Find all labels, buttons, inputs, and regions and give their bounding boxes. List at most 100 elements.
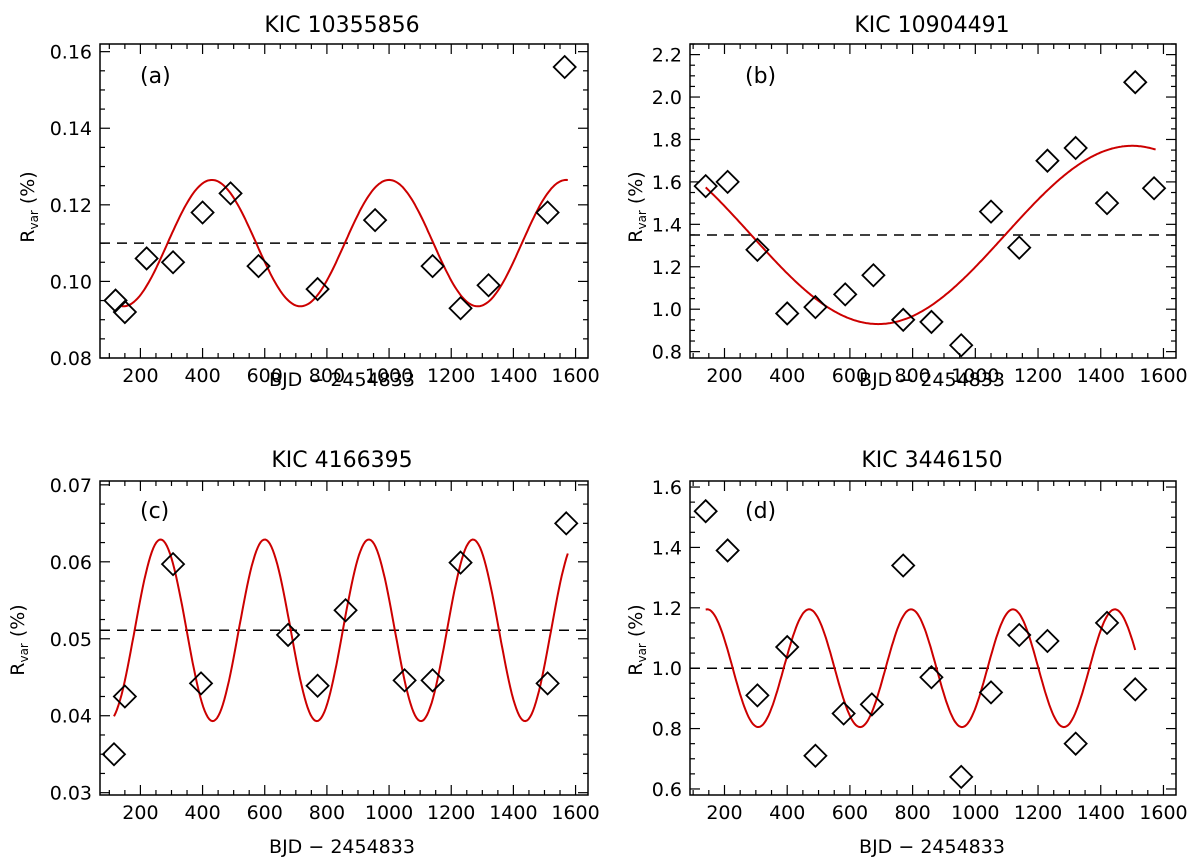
data-point (978, 680, 1004, 705)
data-point (218, 181, 243, 206)
x-tick-label: 400 (184, 365, 220, 387)
y-axis-label: Rvar(%) (625, 604, 649, 675)
data-point (392, 668, 417, 693)
data-point (246, 253, 271, 279)
x-tick-label: 800 (894, 365, 930, 387)
y-axis-label: Rvar(%) (625, 171, 649, 242)
y-tick-label: 1.6 (652, 172, 682, 194)
plot-frame (689, 480, 1177, 796)
data-point (715, 169, 740, 195)
data-point (1094, 610, 1120, 636)
data-point (890, 307, 916, 333)
data-point (103, 288, 128, 313)
data-point (919, 309, 944, 335)
y-tick-label: 0.07 (50, 475, 92, 497)
x-tick-label: 1400 (489, 802, 537, 824)
data-point (803, 743, 828, 769)
x-tick-label: 1000 (365, 802, 413, 824)
panel-label: (d) (745, 499, 776, 524)
data-point (190, 200, 215, 225)
data-point (890, 553, 916, 578)
panel-d: KIC 3446150 (d) BJD − 2454833 Rvar(%) 20… (625, 448, 1188, 858)
data-point (448, 550, 473, 575)
data-point (112, 299, 138, 325)
x-tick-label: 1600 (551, 365, 599, 387)
data-point (188, 671, 214, 696)
data-point (1122, 677, 1148, 702)
data-point (948, 332, 974, 358)
data-point (1063, 135, 1088, 161)
x-tick-label: 1200 (427, 365, 475, 387)
data-point (693, 498, 718, 524)
panel-c: KIC 4166395 (c) BJD − 2454833 Rvar(%) 20… (7, 448, 600, 858)
x-axis-label: BJD − 2454833 (269, 836, 415, 858)
x-tick-label: 1600 (1139, 802, 1187, 824)
data-point (693, 173, 718, 199)
x-tick-label: 1400 (1077, 802, 1125, 824)
data-point (333, 598, 358, 623)
data-point (134, 246, 159, 271)
x-tick-label: 200 (706, 365, 742, 387)
x-tick-label: 200 (122, 365, 158, 387)
x-tick-label: 1400 (489, 365, 537, 387)
x-axis-label: BJD − 2454833 (269, 369, 415, 391)
y-tick-label: 1.4 (652, 214, 682, 236)
fit-curve (121, 178, 568, 308)
y-axis-label: Rvar(%) (17, 171, 41, 242)
y-tick-label: 0.06 (50, 552, 92, 574)
chart-title: KIC 10355856 (264, 13, 419, 38)
data-point (362, 207, 388, 233)
y-axis-label: Rvar(%) (7, 604, 31, 675)
data-point (1006, 235, 1032, 260)
data-point (476, 272, 501, 298)
data-point (745, 683, 770, 708)
x-tick-label: 1000 (951, 802, 999, 824)
data-point (535, 200, 560, 225)
y-tick-label: 1.6 (652, 477, 682, 499)
y-tick-label: 1.2 (652, 257, 682, 279)
x-tick-label: 200 (706, 802, 742, 824)
y-tick-label: 0.8 (652, 719, 682, 741)
y-tick-label: 1.0 (652, 658, 682, 680)
y-tick-label: 0.12 (50, 195, 92, 217)
y-tick-label: 1.0 (652, 299, 682, 321)
y-tick-label: 1.2 (652, 598, 682, 620)
x-tick-label: 1200 (427, 802, 475, 824)
panel-a: KIC 10355856 (a) BJD − 2454833 Rvar(%) 2… (17, 13, 600, 391)
x-tick-label: 800 (309, 365, 345, 387)
data-point (160, 551, 186, 577)
y-tick-label: 1.8 (652, 129, 682, 151)
chart-title: KIC 4166395 (271, 448, 412, 473)
data-point (1063, 731, 1088, 756)
data-point (448, 295, 473, 321)
y-tick-label: 0.08 (50, 348, 92, 370)
data-point (160, 249, 186, 275)
y-tick-label: 2.0 (652, 87, 682, 109)
data-point (1035, 148, 1060, 173)
data-point (1141, 175, 1167, 201)
data-point (948, 764, 974, 790)
x-tick-label: 1600 (1139, 365, 1187, 387)
data-point (774, 634, 800, 660)
x-tick-label: 1600 (551, 802, 599, 824)
data-point (1094, 190, 1120, 216)
y-tick-label: 0.05 (50, 629, 92, 651)
x-tick-label: 400 (769, 365, 805, 387)
x-tick-label: 600 (247, 365, 283, 387)
data-point (1035, 628, 1060, 654)
data-point (1122, 69, 1148, 95)
data-point (305, 276, 330, 302)
x-axis-label: BJD − 2454833 (859, 836, 1005, 858)
y-tick-label: 0.03 (50, 783, 92, 805)
fit-curve (705, 608, 1137, 729)
y-tick-label: 0.16 (50, 42, 92, 64)
data-point (803, 294, 828, 320)
y-tick-label: 0.04 (50, 706, 92, 728)
data-point (861, 262, 886, 288)
x-tick-label: 600 (832, 802, 868, 824)
x-tick-label: 200 (122, 802, 158, 824)
y-tick-label: 1.4 (652, 537, 682, 559)
panel-label: (c) (140, 499, 169, 524)
x-tick-label: 1200 (1014, 365, 1062, 387)
